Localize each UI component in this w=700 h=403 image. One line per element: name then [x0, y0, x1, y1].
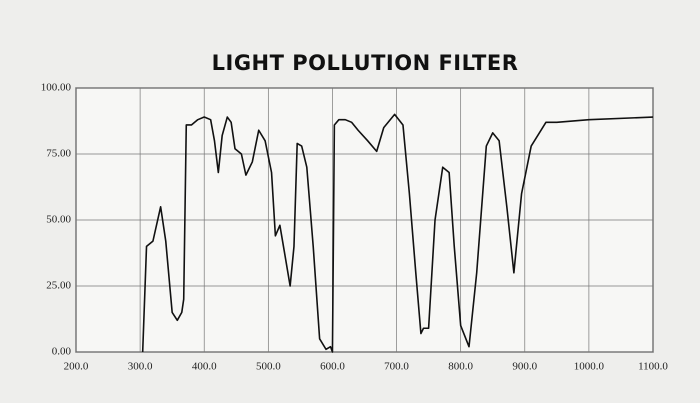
y-tick-label: 25.00: [46, 280, 71, 292]
y-tick-label: 100.00: [41, 82, 72, 94]
x-tick-label: 1100.0: [638, 361, 668, 373]
x-tick-label: 1000.0: [574, 361, 605, 373]
x-tick-label: 400.0: [192, 361, 217, 373]
x-tick-label: 500.0: [256, 361, 281, 373]
y-tick-label: 0.00: [52, 346, 72, 358]
chart-title: LIGHT POLLUTION FILTER: [212, 51, 519, 75]
y-tick-label: 50.00: [46, 214, 71, 226]
x-tick-label: 700.0: [384, 361, 409, 373]
x-tick-label: 800.0: [448, 361, 473, 373]
data-line: [141, 113, 654, 353]
y-tick-label: 75.00: [46, 148, 71, 160]
x-tick-label: 900.0: [512, 361, 537, 373]
x-tick-label: 600.0: [320, 361, 345, 373]
x-tick-label: 200.0: [64, 361, 89, 373]
x-tick-label: 300.0: [128, 361, 153, 373]
